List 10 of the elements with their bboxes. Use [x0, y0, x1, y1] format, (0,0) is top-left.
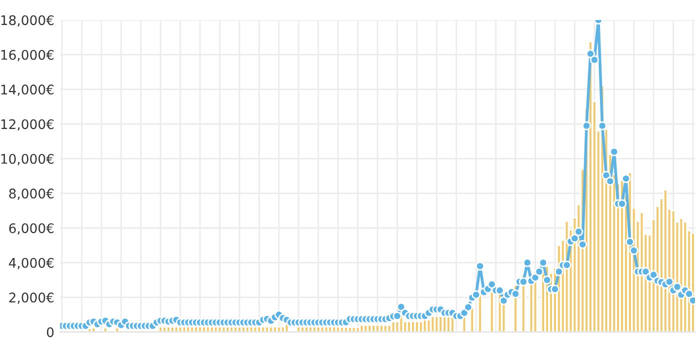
y-tick-label: 10,000€	[1, 154, 54, 166]
y-tick-label: 16,000€	[1, 50, 54, 62]
y-tick-label: 0	[46, 327, 54, 338]
y-tick-label: 12,000€	[1, 119, 54, 131]
y-tick-label: 2,000€	[9, 292, 54, 304]
y-tick-label: 4,000€	[8, 258, 54, 270]
y-tick-label: 14,000€	[1, 84, 54, 96]
y-tick-label: 18,000€	[1, 15, 54, 27]
y-tick-label: 8,000€	[9, 188, 54, 200]
y-tick-label: 6,000€	[9, 223, 54, 235]
